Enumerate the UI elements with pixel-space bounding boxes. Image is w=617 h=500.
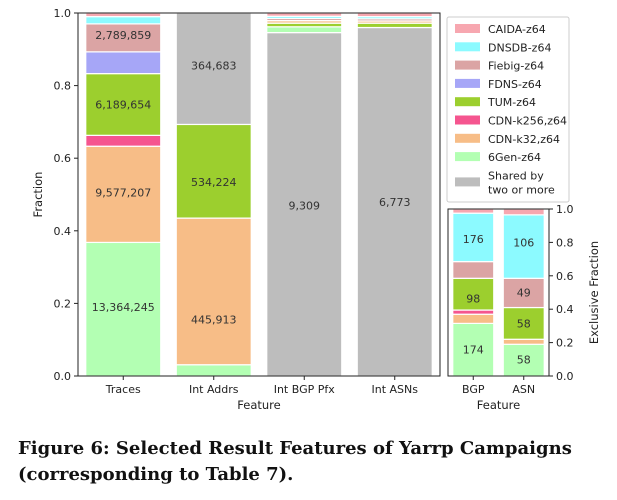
bar-segment [85, 16, 162, 25]
bar-segment [452, 309, 495, 315]
bar-segment [502, 306, 545, 340]
bar-value-label: 9,309 [289, 199, 321, 212]
bar-value-label: 445,913 [191, 314, 237, 327]
y-tick-label: 0.4 [54, 225, 72, 238]
legend-swatch [455, 115, 480, 125]
legend-label: FDNS-z64 [488, 78, 542, 91]
y-axis-label: Exclusive Fraction [587, 241, 601, 344]
bar-value-label: 534,224 [191, 176, 237, 189]
bar-segment [502, 214, 545, 279]
legend-label: Fiebig-z64 [488, 60, 544, 73]
legend-label: Shared by [488, 169, 544, 182]
bar-value-label: 6,189,654 [95, 98, 151, 111]
legend-swatch [455, 24, 480, 33]
x-axis-label: Feature [237, 398, 280, 412]
legend-swatch [455, 60, 480, 70]
bar-value-label: 2,789,859 [95, 29, 151, 42]
bar-value-label: 13,364,245 [92, 301, 155, 314]
figure-chart: 13,364,245 9,577,207 6,189,654 2,789,859 445… [31, 7, 601, 412]
y-axis-label: Fraction [31, 172, 45, 218]
x-tick-label: BGP [462, 383, 485, 396]
main-stacked-bar-chart: 13,364,245 9,577,207 6,189,654 2,789,859 445… [31, 7, 441, 412]
bar-segment [356, 22, 433, 29]
bar-segment [452, 313, 495, 324]
bar-value-label: 9,577,207 [95, 187, 151, 200]
bar-segment [452, 322, 495, 377]
legend-label: DNSDB-z64 [488, 41, 551, 54]
bar-segment [356, 26, 433, 377]
legend-swatch [455, 177, 480, 187]
x-tick-label: Traces [105, 383, 141, 396]
bar-segment [85, 145, 162, 244]
bar-segment [356, 12, 433, 18]
bar-segment [502, 208, 545, 216]
bar-segment [452, 208, 495, 214]
bar-segment [175, 12, 252, 126]
legend-swatch [455, 78, 480, 88]
legend-label: CDN-k32,z64 [488, 133, 560, 146]
chart-legend: CAIDA-z64 DNSDB-z64 Fiebig-z64 FDNS-z64 TUM-… [446, 16, 570, 203]
legend-label: two or more [488, 183, 555, 196]
bar-value-label: 364,683 [191, 60, 237, 73]
legend-swatch [455, 42, 480, 52]
bar-segment [266, 32, 343, 377]
y-tick-label: 0.6 [54, 152, 72, 165]
y-tick-label: 1.0 [556, 203, 574, 216]
y-tick-label: 0.2 [556, 337, 574, 350]
bar-segment [452, 212, 495, 263]
exclusive-fraction-bar-chart: 174 98 176 58 58 49 106 0.0 0.2 0.4 0.6 0.8 1.0 BGP AS… [447, 203, 601, 412]
bar-value-label: 58 [517, 353, 531, 366]
y-tick-label: 0.0 [556, 370, 574, 383]
bar-segment [502, 343, 545, 377]
bar-value-label: 49 [517, 287, 531, 300]
figure-caption: Figure 6: Selected Result Features of Ya… [18, 438, 572, 485]
legend-swatch [455, 97, 480, 107]
bar-value-label: 174 [463, 343, 484, 356]
x-axis-label: Feature [477, 398, 520, 412]
y-tick-label: 0.8 [54, 80, 72, 93]
bar-value-label: 106 [513, 236, 534, 249]
plot-frame [447, 208, 550, 377]
x-tick-label: ASN [512, 383, 535, 396]
y-tick-label: 0.4 [556, 303, 574, 316]
bar-segment [85, 241, 162, 377]
y-tick-label: 0.2 [54, 297, 72, 310]
bar-value-label: 6,773 [379, 196, 411, 209]
x-tick-label: Int BGP Pfx [274, 383, 336, 396]
bar-segment [502, 277, 545, 309]
y-tick-label: 0.8 [556, 236, 574, 249]
bar-segment [175, 217, 252, 366]
bar-segment [85, 51, 162, 75]
y-tick-label: 0.0 [54, 370, 72, 383]
bar-value-label: 58 [517, 317, 531, 330]
bar-segment [452, 261, 495, 279]
bar-segment [85, 12, 162, 18]
bar-segment [85, 134, 162, 147]
y-tick-label: 1.0 [54, 7, 72, 20]
y-tick-label: 0.6 [556, 270, 574, 283]
legend-label: CDN-k256,z64 [488, 115, 567, 128]
bar-segment [266, 26, 343, 34]
x-tick-label: Int ASNs [372, 383, 419, 396]
bar-value-label: 176 [463, 233, 484, 246]
legend-swatch [455, 152, 480, 162]
x-tick-label: Int Addrs [189, 383, 239, 396]
bar-segment [175, 123, 252, 219]
legend-label: TUM-z64 [487, 96, 536, 109]
bar-segment [175, 364, 252, 377]
legend-label: 6Gen-z64 [488, 151, 541, 164]
legend-swatch [455, 133, 480, 143]
bar-segment [85, 23, 162, 53]
bar-value-label: 98 [466, 292, 480, 305]
legend-label: CAIDA-z64 [488, 23, 546, 36]
bar-segment [502, 338, 545, 345]
plot-frame [77, 12, 441, 377]
